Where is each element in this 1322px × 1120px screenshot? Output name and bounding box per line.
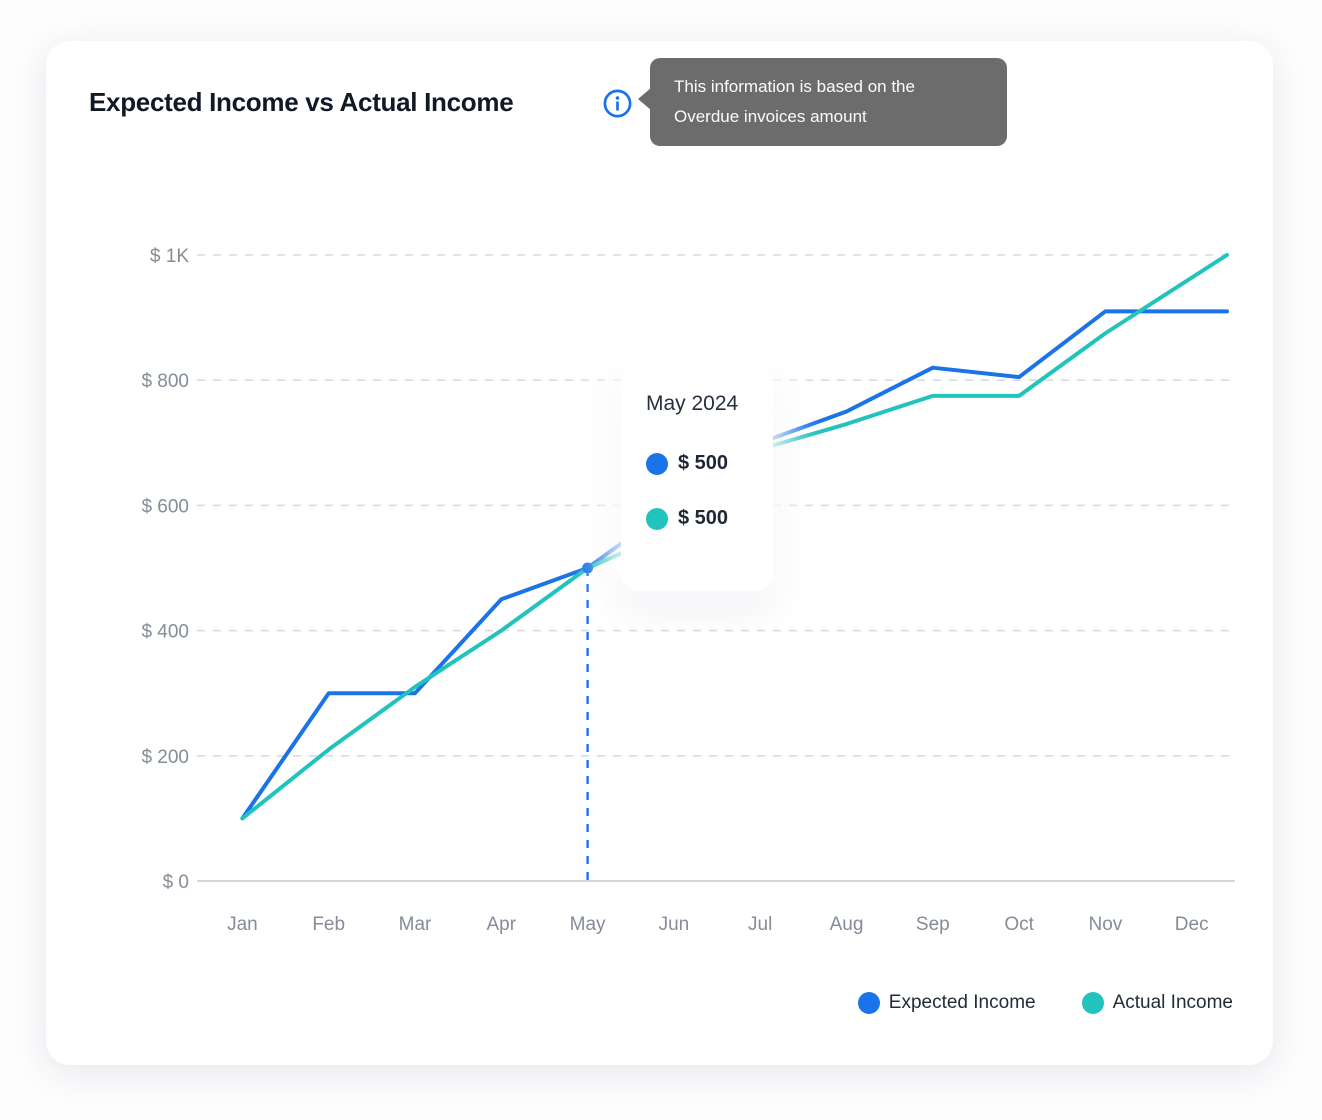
y-axis-tick-label: $ 600 [141, 496, 189, 517]
hover-tooltip-arrow [611, 557, 623, 577]
legend-label-actual: Actual Income [1112, 992, 1233, 1013]
x-axis-month-label: Apr [487, 914, 517, 935]
expected-income-dot-icon [857, 992, 880, 1014]
y-axis-tick-label: $ 0 [163, 872, 189, 893]
info-tooltip-arrow [638, 88, 651, 110]
hover-point-marker [582, 562, 594, 574]
x-axis-month-label: Nov [1089, 914, 1123, 935]
actual-income-dot-icon [646, 507, 668, 530]
hover-tooltip-actual-value: $ 500 [678, 507, 729, 529]
line-chart-plot-area[interactable]: $ 0 $ 200 $ 400 $ 600 $ 800 $ 1K Jan Feb Mar Apr M… [46, 41, 1273, 1065]
info-tooltip-line2: Overdue invoices amount [674, 107, 867, 126]
hover-tooltip: May 2024 $ 500 $ 500 [611, 365, 773, 591]
hover-tooltip-row-actual: $ 500 [646, 507, 773, 530]
info-icon[interactable] [602, 88, 633, 119]
y-axis-tick-label: $ 400 [141, 622, 189, 643]
y-axis-tick-label: $ 800 [141, 371, 189, 392]
x-axis-month-label: Jul [748, 914, 772, 935]
x-axis-month-label: May [570, 914, 606, 935]
chart-title: Expected Income vs Actual Income [89, 87, 514, 117]
chart-card: Expected Income vs Actual Income This in… [46, 41, 1273, 1065]
y-axis-tick-label: $ 200 [141, 747, 189, 768]
legend-item-actual-income[interactable]: Actual Income [1081, 992, 1233, 1014]
y-axis-tick-label: $ 1K [150, 246, 189, 267]
x-axis-month-label: Aug [830, 914, 864, 935]
x-axis-month-label: Mar [399, 914, 432, 935]
hover-tooltip-title: May 2024 [646, 392, 739, 415]
legend-item-expected-income[interactable]: Expected Income [857, 992, 1036, 1014]
x-axis-month-label: Dec [1175, 914, 1209, 935]
chart-legend: Expected Income Actual Income [857, 992, 1233, 1014]
hover-tooltip-expected-value: $ 500 [678, 452, 729, 474]
hover-tooltip-row-expected: $ 500 [646, 452, 773, 475]
legend-label-expected: Expected Income [888, 992, 1036, 1013]
actual-income-dot-icon [1081, 992, 1104, 1014]
x-axis-month-label: Jun [659, 914, 690, 935]
info-tooltip: This information is based on the Overdue… [638, 58, 1007, 146]
info-tooltip-line1: This information is based on the [674, 77, 915, 96]
x-axis-month-label: Feb [312, 914, 345, 935]
x-axis-month-label: Oct [1004, 914, 1034, 935]
x-axis-month-label: Jan [227, 914, 258, 935]
x-axis-month-label: Sep [916, 914, 950, 935]
expected-income-dot-icon [646, 452, 668, 475]
